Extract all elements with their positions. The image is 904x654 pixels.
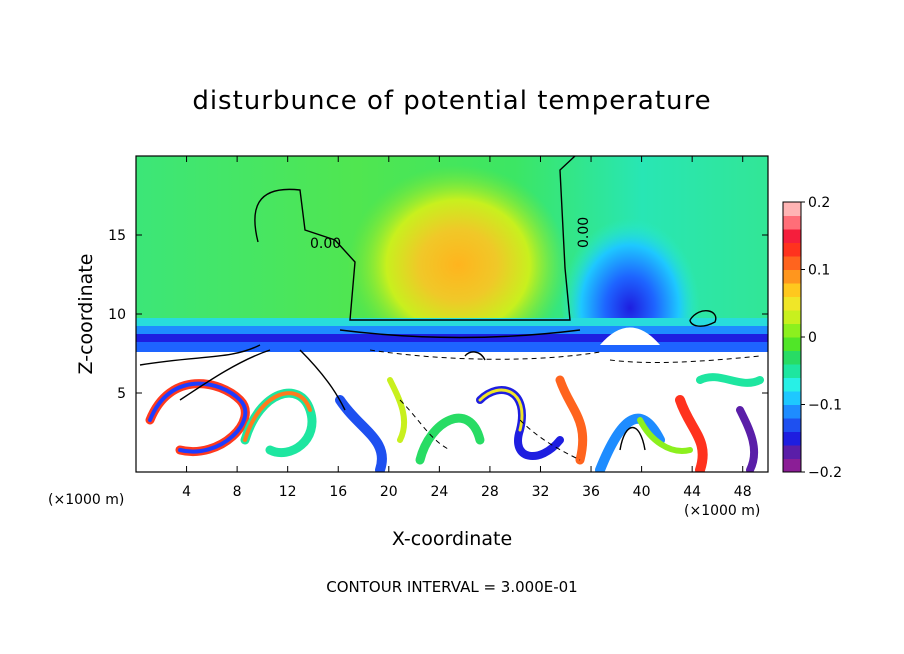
y-tick-label: 10 — [108, 307, 126, 323]
colorbar-swatch — [783, 215, 801, 230]
colorbar-tick-label: −0.1 — [808, 398, 842, 414]
x-tick-label: 36 — [582, 484, 600, 500]
colorbar-swatch — [783, 364, 801, 378]
colorbar-swatch — [783, 202, 801, 216]
x-axis-label: X-coordinate — [391, 528, 513, 550]
colorbar-swatch — [783, 404, 801, 419]
colorbar-tick-label: 0.1 — [808, 263, 830, 279]
plot-field: 0.00 0.00 — [136, 156, 768, 472]
contour-interval-note: CONTOUR INTERVAL = 3.000E-01 — [326, 578, 578, 596]
contour-label-1: 0.00 — [310, 236, 341, 252]
x-tick-label: 20 — [380, 484, 398, 500]
colorbar-swatch — [783, 445, 801, 459]
x-tick-label: 32 — [532, 484, 550, 500]
colorbar-swatch — [783, 377, 801, 392]
x-unit-left: (×1000 m) — [48, 492, 125, 508]
colorbar-swatch — [783, 269, 801, 284]
colorbar-swatch — [783, 229, 801, 243]
colorbar-swatch — [783, 256, 801, 270]
y-tick-label: 5 — [117, 386, 126, 402]
colorbar-swatch — [783, 337, 801, 351]
x-tick-label: 40 — [633, 484, 651, 500]
colorbar-swatch — [783, 283, 801, 297]
y-axis-ticks: 5 10 15 — [108, 228, 768, 402]
colorbar-swatch — [783, 458, 801, 473]
x-unit-right: (×1000 m) — [684, 503, 761, 519]
colorbar-swatch — [783, 431, 801, 446]
x-tick-label: 4 — [182, 484, 191, 500]
colorbar-tick-label: −0.2 — [808, 465, 842, 481]
y-tick-label: 15 — [108, 228, 126, 244]
x-tick-label: 12 — [279, 484, 297, 500]
contour-label-2: 0.00 — [576, 217, 592, 248]
colorbar-swatch — [783, 350, 801, 365]
x-tick-label: 8 — [233, 484, 242, 500]
x-tick-label: 24 — [430, 484, 448, 500]
x-tick-label: 28 — [481, 484, 499, 500]
colorbar-tick-label: 0 — [808, 330, 817, 346]
chart-title: disturbunce of potential temperature — [192, 86, 712, 116]
colorbar: 0.2 0.1 0 −0.1 −0.2 — [782, 195, 842, 481]
colorbar-swatch — [783, 391, 801, 405]
colorbar-swatch — [783, 310, 801, 324]
x-tick-label: 44 — [683, 484, 701, 500]
colorbar-tick-label: 0.2 — [808, 195, 830, 211]
x-tick-label: 16 — [329, 484, 347, 500]
colorbar-swatch — [783, 323, 801, 338]
colorbar-swatch — [783, 296, 801, 311]
colorbar-swatch — [783, 418, 801, 432]
x-axis-ticks: 4 8 12 16 20 24 28 32 36 40 44 48 — [182, 156, 752, 500]
colorbar-swatch — [783, 242, 801, 257]
x-tick-label: 48 — [734, 484, 752, 500]
